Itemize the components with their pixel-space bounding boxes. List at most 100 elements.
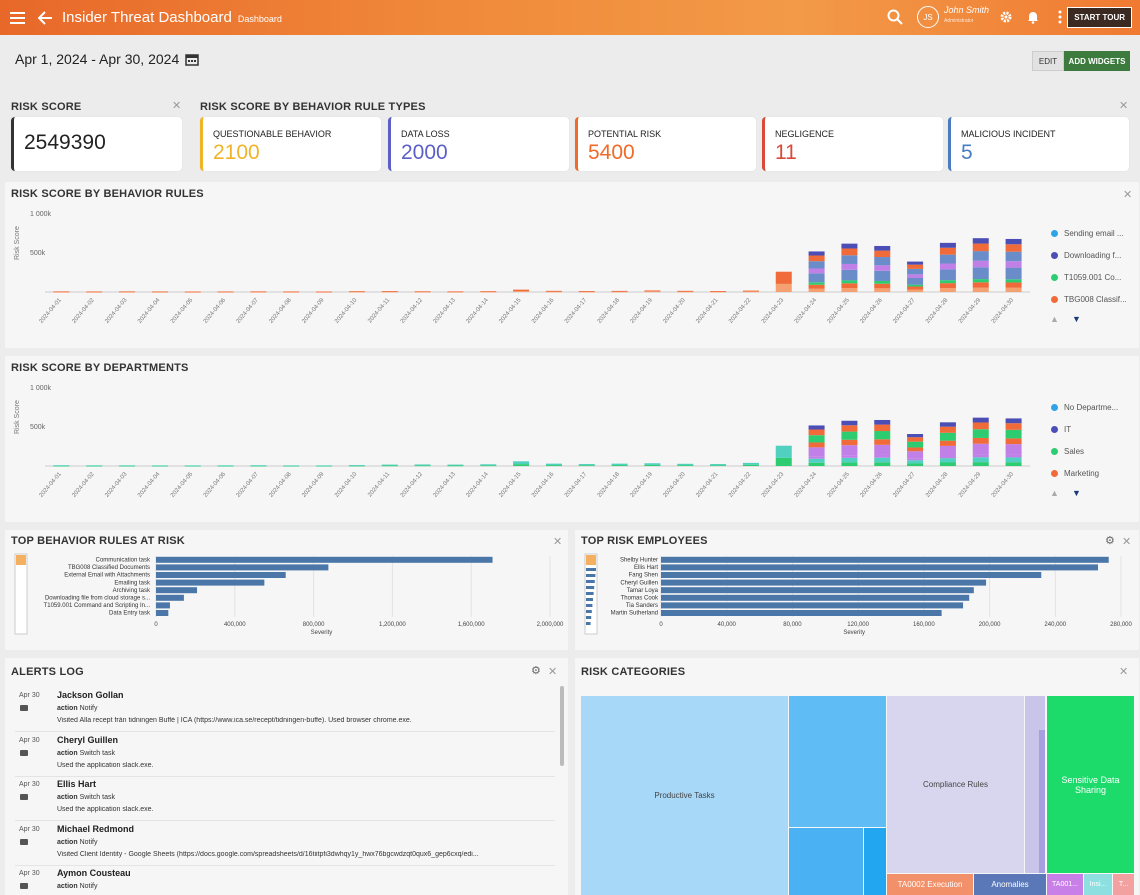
bar-segment[interactable] — [907, 274, 924, 279]
bar-segment[interactable] — [1005, 438, 1022, 445]
bar-segment[interactable] — [841, 455, 858, 458]
treemap-tile-productive-sub[interactable] — [864, 828, 886, 895]
bar-segment[interactable] — [808, 282, 825, 285]
bar-segment[interactable] — [907, 284, 924, 287]
bar-segment[interactable] — [710, 464, 727, 466]
bar-segment[interactable] — [841, 457, 858, 463]
bar[interactable] — [156, 556, 493, 563]
legend-down-arrow-icon[interactable]: ▼ — [1072, 488, 1081, 498]
bar-segment[interactable] — [939, 247, 956, 255]
bar-segment[interactable] — [1005, 457, 1022, 463]
bar-segment[interactable] — [874, 250, 891, 258]
bar-segment[interactable] — [611, 463, 628, 466]
alert-user[interactable]: Ellis Hart — [57, 779, 97, 789]
bar-segment[interactable] — [907, 458, 924, 461]
treemap-tile-productive-sub[interactable] — [789, 828, 863, 895]
treemap-tile-insider[interactable]: Insi... — [1084, 874, 1112, 895]
bar-segment[interactable] — [808, 458, 825, 463]
bell-icon[interactable] — [1024, 8, 1042, 26]
bar-segment[interactable] — [972, 251, 989, 261]
bar-segment[interactable] — [1005, 238, 1022, 245]
bar-segment[interactable] — [348, 291, 365, 293]
gear-icon[interactable] — [997, 8, 1015, 26]
edit-button[interactable]: EDIT — [1032, 51, 1064, 71]
camera-icon[interactable] — [20, 883, 28, 889]
bar-segment[interactable] — [86, 465, 103, 467]
bar-segment[interactable] — [677, 465, 694, 466]
bar-segment[interactable] — [1005, 444, 1022, 455]
bar-segment[interactable] — [972, 279, 989, 283]
date-range-picker[interactable]: Apr 1, 2024 - Apr 30, 2024 — [15, 51, 199, 67]
bar-segment[interactable] — [53, 465, 70, 467]
bar-segment[interactable] — [972, 462, 989, 466]
camera-icon[interactable] — [20, 749, 28, 756]
bar-segment[interactable] — [939, 283, 956, 289]
alert-user[interactable]: Jackson Gollan — [57, 690, 124, 700]
bar-segment[interactable] — [939, 432, 956, 441]
bar-segment[interactable] — [1005, 251, 1022, 262]
bar-segment[interactable] — [217, 291, 234, 293]
bar-segment[interactable] — [775, 457, 792, 466]
bar-segment[interactable] — [1005, 267, 1022, 280]
bar-segment[interactable] — [972, 429, 989, 438]
bar-segment[interactable] — [644, 290, 661, 292]
start-tour-button[interactable]: START TOUR — [1067, 7, 1132, 28]
rule-type-card[interactable]: MALICIOUS INCIDENT 5 — [948, 117, 1129, 171]
bar-segment[interactable] — [151, 291, 168, 293]
bar-segment[interactable] — [939, 242, 956, 248]
bar-segment[interactable] — [874, 444, 891, 455]
alert-item[interactable]: Apr 30 Cheryl Guillen action Switch task… — [5, 733, 560, 777]
camera-icon[interactable] — [20, 705, 28, 711]
bar-segment[interactable] — [184, 291, 201, 293]
alert-item[interactable]: Apr 30 Michael Redmond action Notify Vis… — [5, 822, 560, 866]
bar-segment[interactable] — [53, 465, 70, 467]
bar-segment[interactable] — [874, 457, 891, 463]
alert-user[interactable]: Cheryl Guillen — [57, 734, 119, 745]
bar-segment[interactable] — [841, 425, 858, 432]
treemap-tile-compliance[interactable]: Compliance Rules — [887, 696, 1024, 873]
bar-segment[interactable] — [841, 445, 858, 456]
bar[interactable] — [661, 587, 974, 594]
bar[interactable] — [661, 610, 942, 616]
close-icon[interactable]: ✕ — [1119, 100, 1129, 112]
close-icon[interactable]: ✕ — [1119, 666, 1129, 678]
bar-segment[interactable] — [545, 291, 562, 293]
bar-segment[interactable] — [907, 463, 924, 466]
bar-segment[interactable] — [939, 458, 956, 463]
bar-segment[interactable] — [939, 280, 956, 284]
menu-icon[interactable] — [8, 9, 26, 27]
bar-segment[interactable] — [217, 465, 234, 467]
bar-segment[interactable] — [414, 291, 431, 293]
legend-item[interactable]: IT — [1051, 418, 1118, 440]
bar-segment[interactable] — [447, 464, 464, 466]
bar-segment[interactable] — [480, 291, 497, 293]
close-icon[interactable]: ✕ — [172, 100, 182, 112]
bar-segment[interactable] — [119, 465, 136, 467]
bar-segment[interactable] — [841, 420, 858, 426]
bar-segment[interactable] — [874, 288, 891, 292]
legend-up-arrow-icon[interactable]: ▲ — [1050, 488, 1059, 498]
bar-segment[interactable] — [86, 465, 103, 467]
bar-segment[interactable] — [644, 291, 661, 293]
bar-segment[interactable] — [1005, 423, 1022, 430]
bar-segment[interactable] — [874, 283, 891, 289]
bar-segment[interactable] — [972, 443, 989, 455]
user-name[interactable]: John Smith — [944, 5, 990, 15]
bar-segment[interactable] — [808, 261, 825, 269]
bar[interactable] — [156, 610, 169, 616]
bar-segment[interactable] — [710, 465, 727, 467]
legend-item[interactable]: Marketing — [1051, 462, 1118, 484]
legend-down-arrow-icon[interactable]: ▼ — [1072, 314, 1081, 324]
bar-segment[interactable] — [907, 261, 924, 265]
bar-segment[interactable] — [841, 248, 858, 256]
treemap-tile-compliance-sub[interactable] — [1039, 730, 1045, 873]
bar-segment[interactable] — [611, 290, 628, 292]
bar-segment[interactable] — [480, 291, 497, 293]
bar-segment[interactable] — [742, 462, 759, 465]
bar[interactable] — [156, 602, 170, 609]
scrollbar[interactable] — [560, 686, 564, 766]
legend-item[interactable]: Sales — [1051, 440, 1118, 462]
bar-segment[interactable] — [939, 462, 956, 466]
bar-segment[interactable] — [775, 271, 792, 284]
bar-segment[interactable] — [348, 291, 365, 293]
